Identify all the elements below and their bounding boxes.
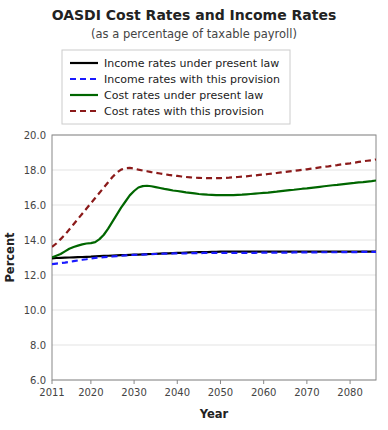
legend-box <box>62 50 290 124</box>
legend: Income rates under present law Income rat… <box>62 50 290 124</box>
x-tick-label: 2080 <box>337 387 362 398</box>
legend-label: Income rates with this provision <box>104 73 280 86</box>
y-tick-label: 16.0 <box>24 200 46 211</box>
x-tick <box>134 380 135 384</box>
title: OASDI Cost Rates and Income Rates <box>52 7 337 23</box>
x-tick <box>52 380 53 384</box>
x-tick-label: 2011 <box>39 387 64 398</box>
x-tick-label: 2070 <box>294 387 319 398</box>
x-tick <box>177 380 178 384</box>
y-tick-label: 6.0 <box>30 375 46 386</box>
axes: 6.0 8.0 10.0 12.0 14.0 16.0 18.0 20.0 2011 2020 20… <box>3 130 376 421</box>
legend-swatch <box>70 110 98 112</box>
y-tick-label: 20.0 <box>24 130 46 141</box>
grid-line <box>52 170 376 171</box>
x-tick-label: 2020 <box>78 387 103 398</box>
x-axis-label: Year <box>199 407 229 421</box>
series-line <box>52 252 376 264</box>
y-axis-label: Percent <box>3 232 17 283</box>
subtitle: (as a percentage of taxable payroll) <box>91 27 297 41</box>
grid-line <box>52 345 376 346</box>
x-tick <box>220 380 221 384</box>
x-tick-label: 2040 <box>165 387 190 398</box>
y-tick-label: 12.0 <box>24 270 46 281</box>
x-tick-label: 2050 <box>208 387 233 398</box>
y-tick-label: 18.0 <box>24 165 46 176</box>
x-tick-label: 2060 <box>251 387 276 398</box>
lines <box>52 160 376 265</box>
grid-line <box>52 310 376 311</box>
series-line <box>52 160 376 248</box>
grid <box>52 135 376 380</box>
x-tick <box>90 380 91 384</box>
y-tick-label: 10.0 <box>24 305 46 316</box>
legend-swatch <box>70 78 98 80</box>
plot-frame <box>52 135 376 380</box>
legend-swatch <box>70 62 98 64</box>
y-tick-label: 14.0 <box>24 235 46 246</box>
grid-line <box>52 240 376 241</box>
grid-line <box>52 275 376 276</box>
x-tick <box>306 380 307 384</box>
legend-swatch <box>70 94 98 96</box>
x-tick <box>263 380 264 384</box>
x-tick-label: 2030 <box>121 387 146 398</box>
x-tick <box>350 380 351 384</box>
chart: OASDI Cost Rates and Income Rates (as a p… <box>0 0 388 430</box>
legend-label: Cost rates with this provision <box>104 105 264 118</box>
grid-line <box>52 205 376 206</box>
y-tick-label: 8.0 <box>30 340 46 351</box>
legend-label: Income rates under present law <box>104 57 279 70</box>
legend-label: Cost rates under present law <box>104 89 263 102</box>
